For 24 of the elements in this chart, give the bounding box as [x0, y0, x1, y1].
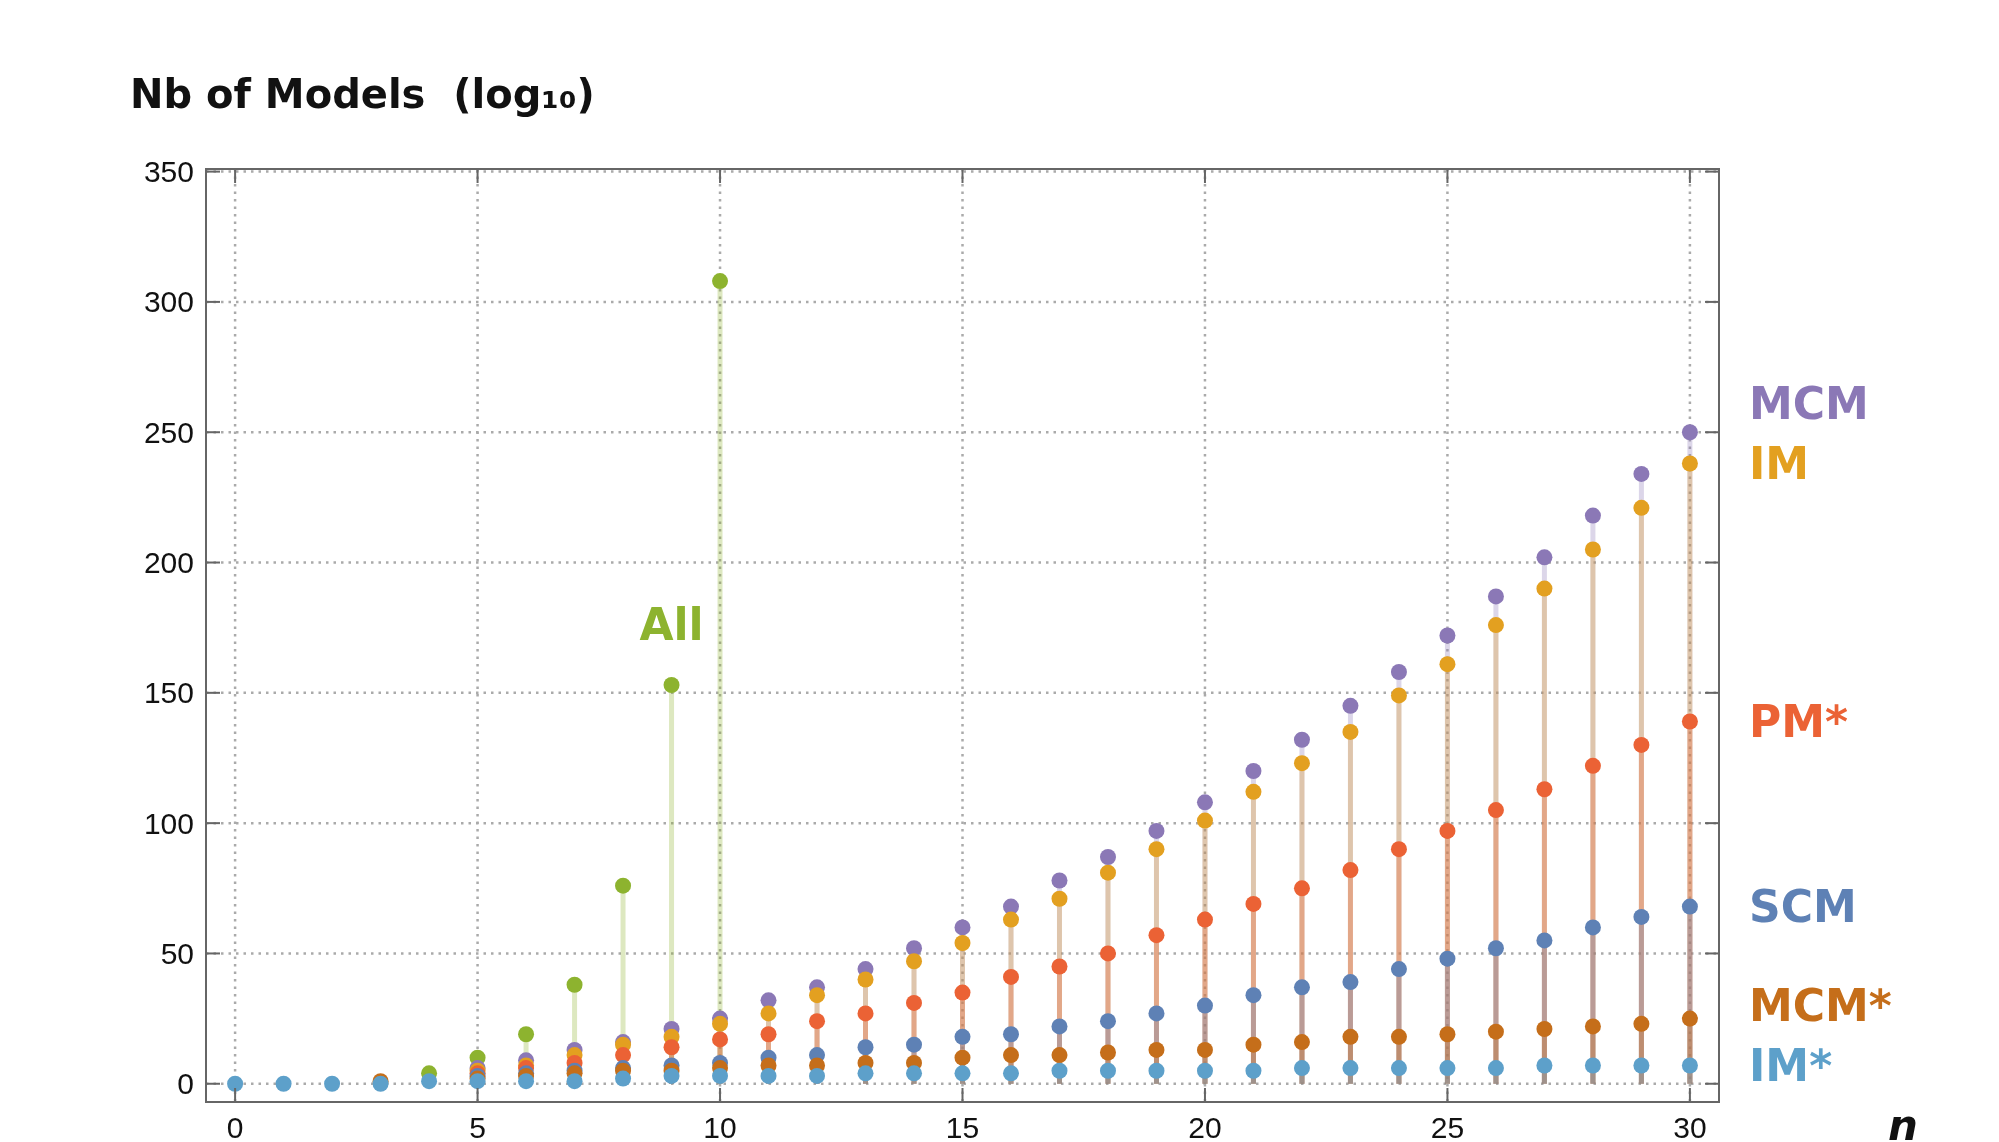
x-tick-label: 30	[1673, 1111, 1707, 1142]
x-tick-label: 0	[226, 1111, 244, 1142]
y-tick-label: 200	[143, 546, 194, 580]
y-tick-label: 300	[143, 285, 194, 319]
x-tick-label: 25	[1430, 1111, 1465, 1142]
y-tick-label: 100	[143, 806, 194, 840]
x-axis-title: n	[1888, 1101, 1918, 1142]
y-tick-label: 350	[143, 155, 194, 189]
series-label: MCM	[1749, 377, 1869, 429]
series-label: MCM*	[1749, 979, 1892, 1031]
x-tick-label: 20	[1188, 1111, 1222, 1142]
y-tick-label: 50	[160, 936, 194, 970]
x-tick-label: 5	[469, 1111, 486, 1142]
y-tick-label: 0	[177, 1067, 194, 1101]
series-label: PM*	[1749, 695, 1849, 747]
y-tick-label: 250	[143, 415, 194, 449]
series-label: All	[639, 599, 704, 651]
series-label: SCM	[1749, 880, 1857, 932]
series-label: IM	[1749, 437, 1810, 489]
chart-title: Nb of Models (log₁₀)	[130, 71, 595, 117]
x-tick-label: 10	[703, 1111, 737, 1142]
series-label: IM*	[1749, 1039, 1833, 1091]
y-tick-label: 150	[143, 676, 194, 710]
x-tick-label: 15	[945, 1111, 980, 1142]
